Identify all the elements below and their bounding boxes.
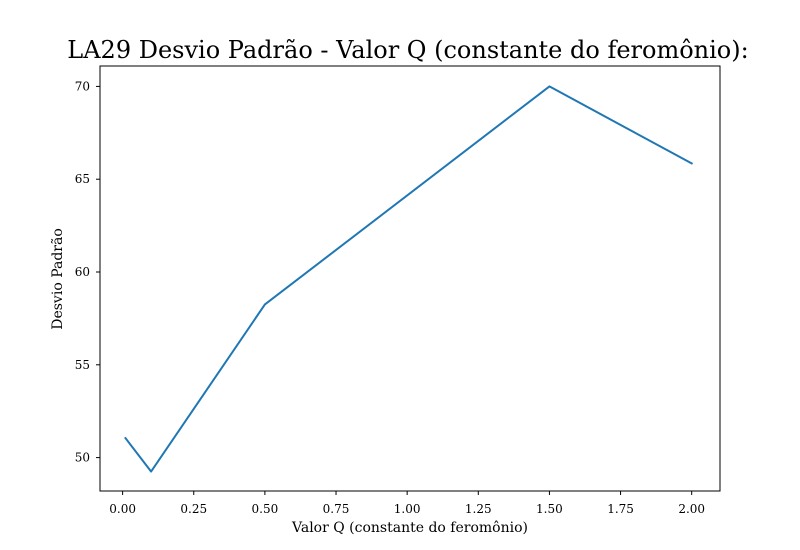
y-tick-label: 55 — [75, 358, 90, 372]
y-tick-label: 50 — [75, 451, 90, 465]
chart-title: LA29 Desvio Padrão - Valor Q (constante … — [67, 36, 748, 64]
x-tick-label: 0.50 — [252, 502, 279, 516]
x-tick-label: 1.75 — [607, 502, 634, 516]
x-axis-label: Valor Q (constante do feromônio) — [291, 520, 528, 536]
series-line-0 — [124, 85, 694, 473]
plot-area — [99, 65, 721, 492]
x-tick-label: 1.25 — [465, 502, 492, 516]
x-axis: 0.00 0.25 0.50 0.75 1.00 1.25 1.50 1.75 2.00 — [109, 491, 705, 516]
x-tick-label: 1.50 — [536, 502, 563, 516]
x-tick-label: 0.25 — [180, 502, 207, 516]
x-tick-label: 2.00 — [678, 502, 705, 516]
y-tick-label: 70 — [75, 79, 90, 93]
x-tick-label: 0.75 — [323, 502, 350, 516]
y-axis: 50 55 60 65 70 — [75, 79, 100, 465]
x-tick-label: 0.00 — [109, 502, 136, 516]
y-tick-label: 65 — [75, 172, 90, 186]
y-axis-label: Desvio Padrão — [50, 228, 66, 330]
plot-frame — [99, 65, 721, 492]
x-tick-label: 1.00 — [394, 502, 421, 516]
y-tick-label: 60 — [75, 265, 90, 279]
